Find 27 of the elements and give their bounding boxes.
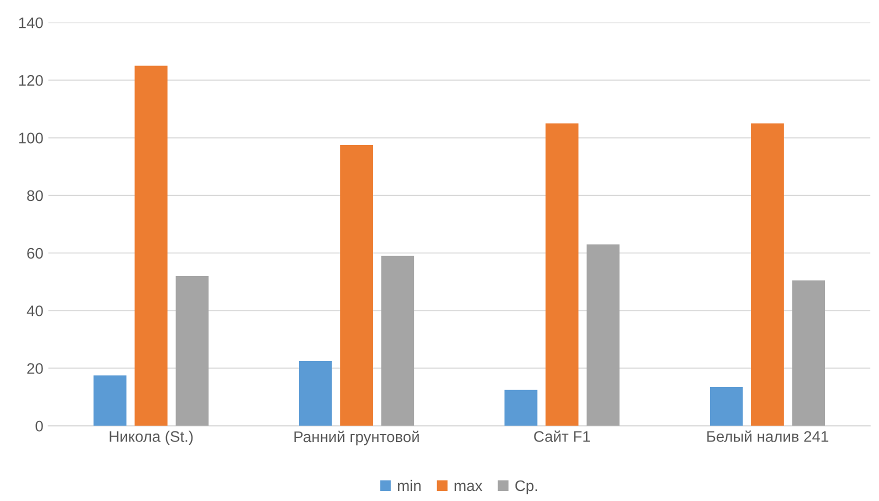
y-tick-label: 0 — [36, 420, 43, 432]
y-tick-label: 20 — [27, 363, 43, 374]
bar — [586, 244, 620, 426]
x-tick-label: Белый налив 241 — [707, 430, 828, 442]
y-tick-label: 140 — [19, 17, 43, 28]
x-tick-label: Ранний грунтовой — [294, 430, 419, 446]
bar — [134, 66, 168, 426]
bar — [710, 386, 743, 426]
y-tick-label: 60 — [27, 248, 43, 259]
bar — [340, 144, 373, 426]
bar — [381, 256, 414, 426]
y-tick-label: 100 — [19, 132, 43, 144]
bar — [504, 390, 538, 426]
bar — [792, 280, 826, 426]
bar — [751, 123, 784, 426]
x-tick-label: Сайт F1 — [534, 430, 590, 442]
y-tick-label: 40 — [26, 305, 43, 316]
legend-label: min — [398, 480, 421, 491]
bar — [299, 361, 332, 426]
bar — [94, 375, 126, 426]
bar — [176, 276, 209, 426]
x-tick-label: Никола (St.) — [110, 430, 193, 445]
y-tick-label: 80 — [27, 190, 43, 202]
legend-label: max — [454, 482, 482, 492]
y-tick-label: 120 — [19, 75, 43, 86]
legend-label: Ср. — [515, 480, 537, 494]
bar — [546, 123, 578, 426]
